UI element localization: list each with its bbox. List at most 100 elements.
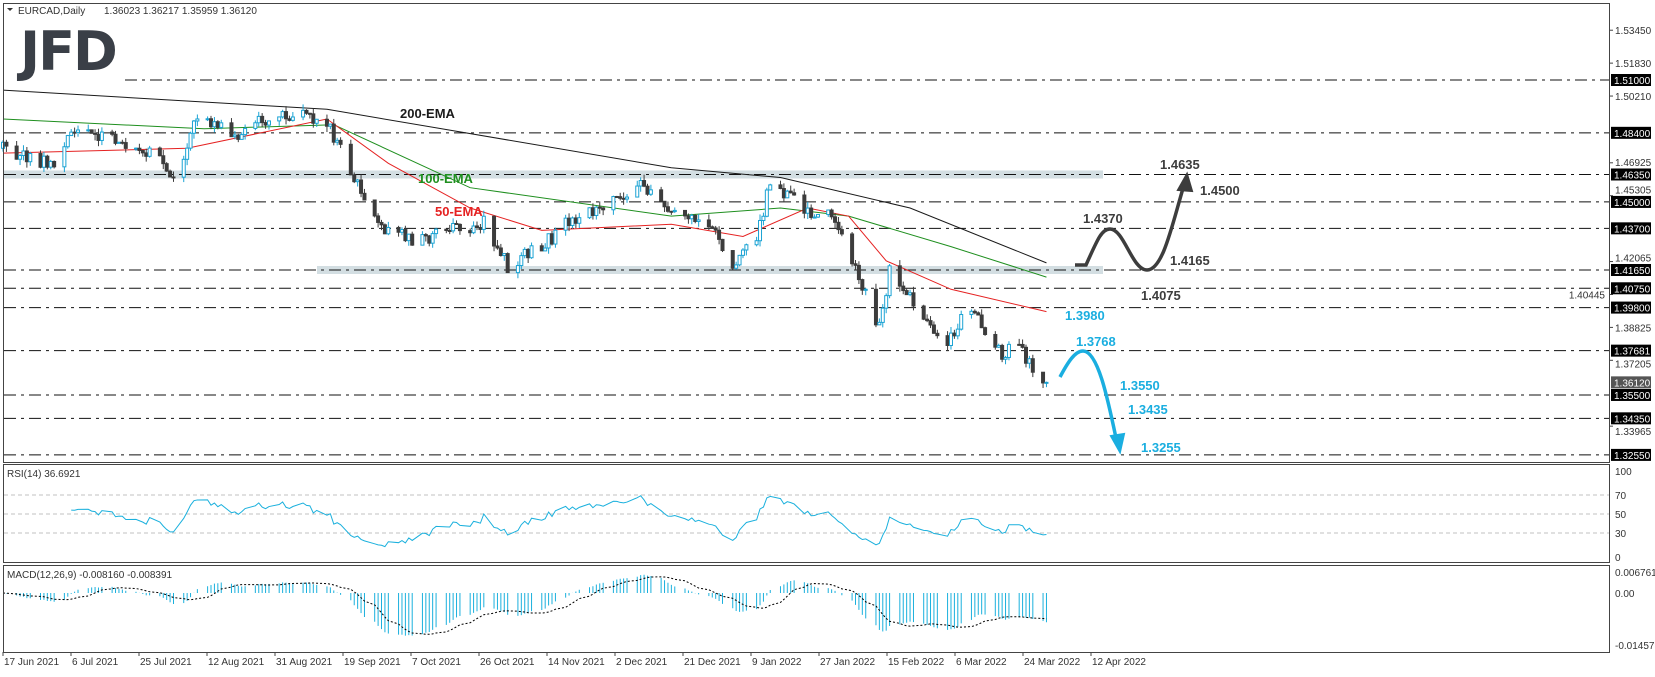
bullish-candle xyxy=(314,118,319,127)
bearish-candle xyxy=(1017,338,1022,346)
bearish-candle xyxy=(209,115,214,130)
bearish-candle xyxy=(454,220,459,225)
bullish-candle xyxy=(884,293,889,314)
rsi-axis-label: 0 xyxy=(1615,553,1621,564)
date-tick-label: 9 Jan 2022 xyxy=(752,657,802,668)
price-tick-label: 1.38825 xyxy=(1615,323,1652,334)
bullish-candle xyxy=(116,141,121,144)
level-price-tag xyxy=(1611,301,1651,314)
bearish-candle xyxy=(1000,343,1005,363)
bullish-candle xyxy=(28,151,33,166)
bearish-candle xyxy=(24,147,29,168)
level-price-tag-label: 1.43700 xyxy=(1614,224,1651,235)
bearish-candle xyxy=(157,146,162,157)
bearish-candle xyxy=(93,129,98,141)
rsi-axis-label: 70 xyxy=(1615,491,1627,502)
bearish-candle xyxy=(338,137,343,149)
bearish-candle xyxy=(359,174,364,198)
bearish-candle xyxy=(836,217,841,234)
macd-title: MACD(12,26,9) -0.008160 -0.008391 xyxy=(7,570,173,581)
bearish-candle xyxy=(928,316,933,329)
bullish-candle xyxy=(481,210,486,234)
date-tick-label: 27 Jan 2022 xyxy=(820,657,875,668)
bullish-candle xyxy=(451,218,456,234)
bearish-candle xyxy=(935,329,940,339)
bullish-candle xyxy=(522,247,527,259)
date-tick-label: 2 Dec 2021 xyxy=(616,657,668,668)
bullish-candle xyxy=(805,201,810,220)
bearish-candle xyxy=(113,130,118,146)
collapse-triangle-icon[interactable] xyxy=(7,8,13,11)
bearish-candle xyxy=(693,214,698,224)
current-price-tag xyxy=(1611,376,1651,389)
date-tick-label: 6 Jul 2021 xyxy=(72,657,119,668)
bearish-candle xyxy=(236,133,241,143)
bullish-candle xyxy=(69,129,74,137)
level-price-tag xyxy=(1611,168,1651,181)
bearish-level-label: 1.3435 xyxy=(1128,402,1168,417)
level-price-tag xyxy=(1611,448,1651,461)
bearish-arrow-head-icon xyxy=(1109,432,1126,455)
bullish-candle xyxy=(41,151,46,172)
ohlc-values: 1.36023 1.36217 1.35959 1.36120 xyxy=(104,6,257,17)
level-price-tag-label: 1.40750 xyxy=(1614,284,1651,295)
bearish-candle xyxy=(590,203,595,220)
bullish-candle xyxy=(99,127,104,146)
bullish-candle xyxy=(243,124,248,140)
bearish-candle xyxy=(860,278,865,295)
bullish-candle xyxy=(768,183,773,191)
bearish-candle xyxy=(778,180,783,190)
level-price-tag-label: 1.48400 xyxy=(1614,129,1651,140)
level-price-tag xyxy=(1611,282,1651,295)
bullish-candle xyxy=(434,227,439,239)
bullish-candle xyxy=(785,189,790,199)
ema-label: 200-EMA xyxy=(400,106,456,121)
bearish-candle xyxy=(379,219,384,231)
bearish-candle xyxy=(952,329,957,339)
bullish-candle xyxy=(761,212,766,226)
bullish-candle xyxy=(955,323,960,340)
bullish-candle xyxy=(219,119,224,130)
bullish-candle xyxy=(648,184,653,196)
bearish-candle xyxy=(348,139,353,176)
bearish-candle xyxy=(352,172,357,184)
price-tick-label: 1.50210 xyxy=(1615,92,1652,103)
price-tick-label: 1.33965 xyxy=(1615,427,1652,438)
bearish-candle xyxy=(659,186,664,203)
bearish-candle xyxy=(1020,339,1025,349)
bullish-candle xyxy=(887,263,892,299)
bullish-candle xyxy=(515,261,520,279)
bearish-candle xyxy=(873,283,878,328)
bearish-candle xyxy=(444,228,449,234)
bullish-level-label: 1.4075 xyxy=(1141,288,1181,303)
current-price-label: 1.36120 xyxy=(1614,378,1651,389)
bearish-candle xyxy=(376,213,381,228)
bullish-candle xyxy=(1027,355,1032,369)
bearish-candle xyxy=(137,143,142,155)
bearish-candle xyxy=(792,188,797,196)
date-tick-label: 31 Aug 2021 xyxy=(276,657,333,668)
bearish-candle xyxy=(781,183,786,203)
bearish-candle xyxy=(140,149,145,157)
bullish-candle xyxy=(335,137,340,146)
bullish-candle xyxy=(880,304,885,328)
bearish-candle xyxy=(706,214,711,231)
bearish-candle xyxy=(567,213,572,232)
ema-lines: 200-EMA 100-EMA 50-EMA xyxy=(2,89,1047,313)
bearish-candle xyxy=(614,195,619,199)
bearish-candle xyxy=(498,243,503,257)
bearish-candle xyxy=(38,150,43,169)
date-tick-label: 25 Jul 2021 xyxy=(140,657,192,668)
date-tick-label: 17 Jun 2021 xyxy=(4,657,59,668)
support-resistance-zones xyxy=(3,170,1103,274)
level-price-tag-label: 1.34350 xyxy=(1614,414,1651,425)
bearish-candle xyxy=(683,209,687,220)
bearish-candle xyxy=(618,192,623,201)
bullish-scenario-path xyxy=(1075,184,1186,272)
bearish-candle xyxy=(284,106,289,125)
rsi-axis-label: 100 xyxy=(1615,467,1632,478)
main-pane-border xyxy=(3,3,1610,463)
bullish-candle xyxy=(969,309,974,319)
bullish-candle xyxy=(1003,355,1008,365)
